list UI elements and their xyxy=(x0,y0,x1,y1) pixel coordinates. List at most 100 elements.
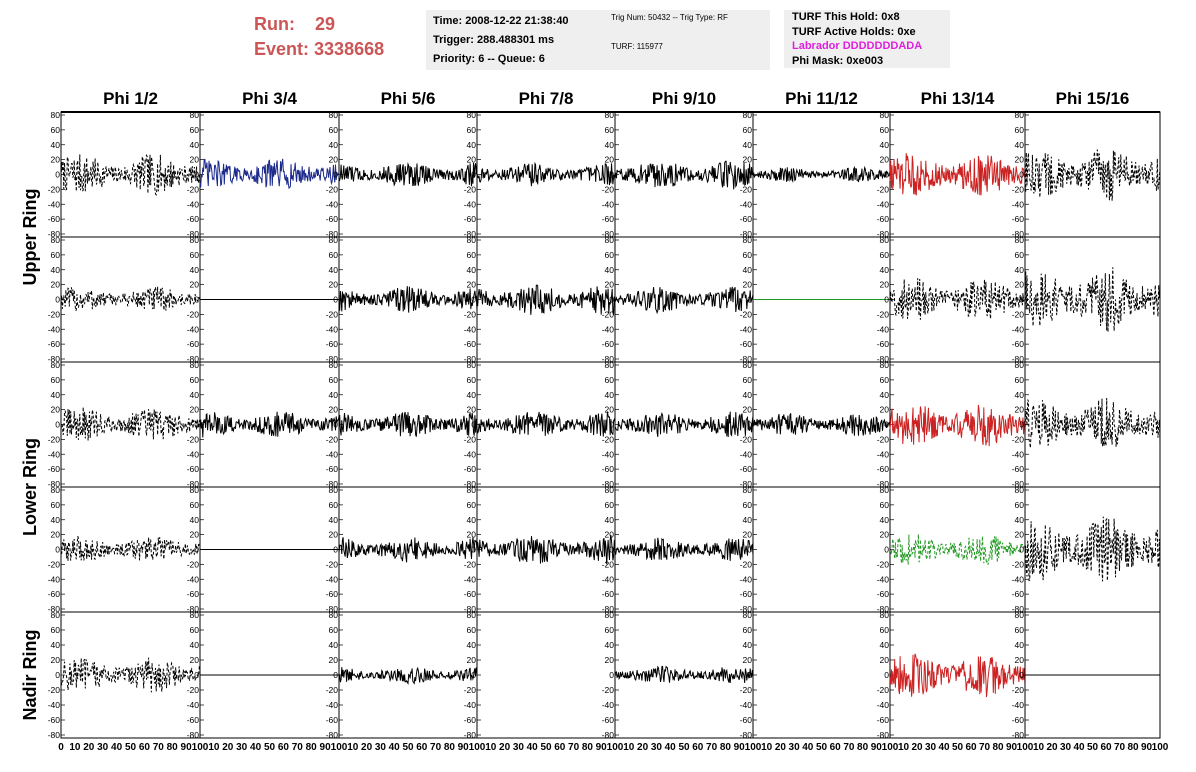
y-tick-label: -20 xyxy=(877,559,890,569)
y-tick-label: -80 xyxy=(187,730,200,740)
y-tick-label: -80 xyxy=(877,354,890,364)
y-tick-label: -60 xyxy=(48,464,61,474)
y-tick-label: 20 xyxy=(1015,530,1025,540)
y-tick-label: 20 xyxy=(880,405,890,415)
y-tick-label: 20 xyxy=(467,530,477,540)
x-tick-label: 80 xyxy=(992,742,1004,753)
y-tick-label: -20 xyxy=(48,685,61,695)
y-tick-label: 40 xyxy=(467,640,477,650)
x-tick-label: 90 xyxy=(181,742,193,753)
x-tick-label: 70 xyxy=(843,742,855,753)
y-tick-label: 20 xyxy=(329,405,339,415)
y-tick-label: 80 xyxy=(190,610,200,620)
y-tick-label: 20 xyxy=(605,155,615,165)
y-tick-label: -20 xyxy=(48,184,61,194)
y-tick-label: -60 xyxy=(740,339,753,349)
y-tick-label: 20 xyxy=(880,530,890,540)
y-tick-label: 0 xyxy=(333,545,338,555)
y-tick-label: 0 xyxy=(609,670,614,680)
y-tick-label: -60 xyxy=(326,214,339,224)
y-tick-label: 80 xyxy=(329,360,339,370)
y-tick-label: 40 xyxy=(51,640,61,650)
y-tick-label: 80 xyxy=(329,235,339,245)
y-tick-label: -20 xyxy=(877,434,890,444)
y-tick-label: 20 xyxy=(329,155,339,165)
y-tick-label: 40 xyxy=(880,265,890,275)
x-tick-label: 80 xyxy=(444,742,456,753)
x-tick-label: 10 xyxy=(761,742,773,753)
y-tick-label: 80 xyxy=(743,610,753,620)
y-tick-label: 0 xyxy=(333,170,338,180)
y-tick-label: 20 xyxy=(743,530,753,540)
y-tick-label: -20 xyxy=(326,685,339,695)
y-tick-label: 40 xyxy=(880,640,890,650)
waveform-trace xyxy=(199,158,340,189)
y-tick-label: 0 xyxy=(1019,545,1024,555)
y-tick-label: 20 xyxy=(743,405,753,415)
x-tick-label: 80 xyxy=(1127,742,1139,753)
y-tick-label: -20 xyxy=(187,559,200,569)
y-tick-label: 0 xyxy=(194,420,199,430)
x-tick-label: 80 xyxy=(857,742,869,753)
y-tick-label: 0 xyxy=(1019,670,1024,680)
x-tick-label: 10 xyxy=(208,742,220,753)
y-tick-label: -80 xyxy=(187,479,200,489)
x-tick-label: 40 xyxy=(250,742,262,753)
y-tick-label: -80 xyxy=(602,354,615,364)
x-tick-label: 10 xyxy=(485,742,497,753)
y-tick-label: 40 xyxy=(467,515,477,525)
waveform-trace xyxy=(889,153,1026,196)
waveform-trace xyxy=(614,411,754,438)
y-tick-label: -40 xyxy=(602,324,615,334)
y-tick-label: -20 xyxy=(740,434,753,444)
y-tick-label: 20 xyxy=(605,405,615,415)
waveform-trace xyxy=(476,161,616,187)
y-tick-label: 20 xyxy=(743,655,753,665)
y-tick-label: -20 xyxy=(48,434,61,444)
y-tick-label: -40 xyxy=(1012,324,1025,334)
x-tick-label: 60 xyxy=(139,742,151,753)
x-tick-label: 60 xyxy=(1100,742,1112,753)
y-tick-label: 80 xyxy=(1015,360,1025,370)
y-tick-label: -80 xyxy=(1012,730,1025,740)
y-tick-label: 0 xyxy=(471,295,476,305)
waveform-trace xyxy=(614,286,754,315)
x-tick-label: 100 xyxy=(607,742,624,753)
y-tick-label: 40 xyxy=(467,390,477,400)
y-tick-label: 60 xyxy=(190,250,200,260)
x-tick-label: 10 xyxy=(623,742,635,753)
x-tick-label: 100 xyxy=(192,742,209,753)
run-event-block: Run: 29 Event: 3338668 xyxy=(254,12,384,62)
y-tick-label: -80 xyxy=(326,604,339,614)
waveform-trace xyxy=(338,537,478,563)
y-tick-label: 80 xyxy=(605,485,615,495)
y-tick-label: 80 xyxy=(190,360,200,370)
turf-active-holds-text: TURF Active Holds: 0xe xyxy=(792,25,916,38)
waveform-trace xyxy=(614,665,754,684)
y-tick-label: -40 xyxy=(187,324,200,334)
turf-text: TURF: 115977 xyxy=(611,42,663,51)
y-tick-label: -80 xyxy=(877,604,890,614)
y-tick-label: -60 xyxy=(877,214,890,224)
y-tick-label: -80 xyxy=(602,730,615,740)
waveform-trace xyxy=(60,536,201,561)
waveform-trace xyxy=(614,160,754,190)
y-tick-label: -80 xyxy=(464,730,477,740)
y-tick-label: 0 xyxy=(609,170,614,180)
y-tick-label: 0 xyxy=(194,170,199,180)
y-tick-label: -60 xyxy=(48,715,61,725)
y-tick-label: 60 xyxy=(190,625,200,635)
y-tick-label: -60 xyxy=(1012,715,1025,725)
column-header: Phi 3/4 xyxy=(242,89,297,108)
x-tick-label: 0 xyxy=(58,742,64,753)
x-tick-label: 40 xyxy=(389,742,401,753)
x-tick-label: 60 xyxy=(554,742,566,753)
x-tick-label: 70 xyxy=(706,742,718,753)
y-tick-label: 80 xyxy=(467,610,477,620)
time-info-box: Time: 2008-12-22 21:38:40 Trigger: 288.4… xyxy=(426,10,606,70)
y-tick-label: -40 xyxy=(326,574,339,584)
y-tick-label: -80 xyxy=(48,229,61,239)
y-tick-label: 60 xyxy=(1015,250,1025,260)
y-tick-label: -40 xyxy=(1012,199,1025,209)
x-tick-label: 60 xyxy=(965,742,977,753)
